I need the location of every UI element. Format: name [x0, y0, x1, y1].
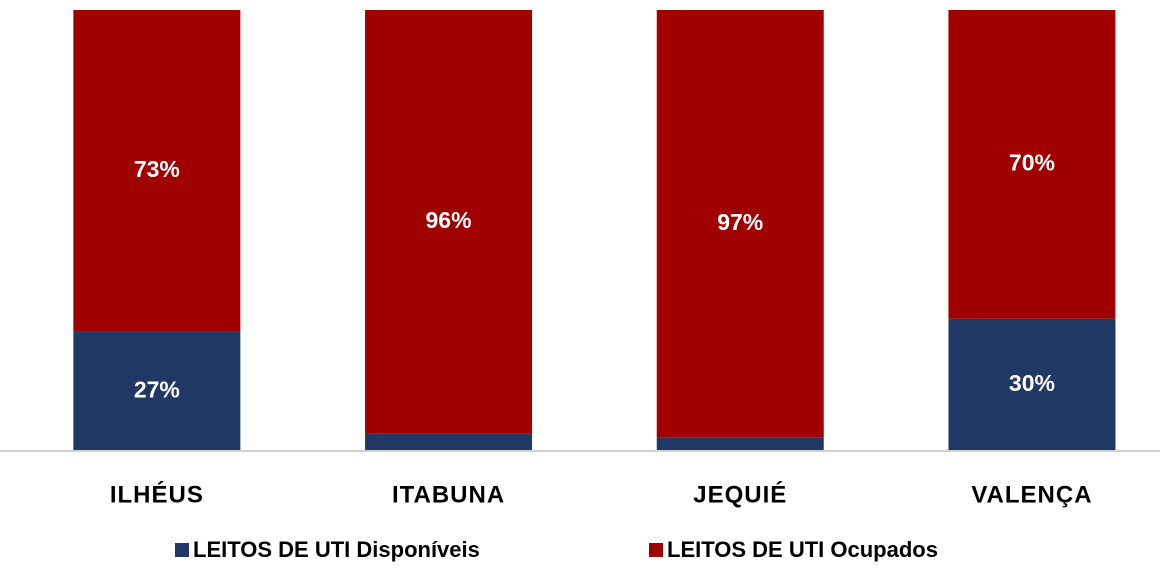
x-tick-label: VALENÇA	[971, 481, 1092, 508]
legend-swatch	[649, 543, 663, 557]
x-tick-label: JEQUIÉ	[693, 480, 787, 508]
data-label: 97%	[717, 209, 763, 235]
bar-segment	[73, 10, 241, 332]
bar-segment	[948, 10, 1116, 319]
bar-segment	[365, 10, 533, 434]
bar-segment	[656, 10, 824, 438]
bar-segment	[948, 318, 1116, 451]
bar-segment	[73, 331, 241, 451]
x-tick-label: ITABUNA	[392, 481, 505, 508]
data-label: 70%	[1009, 149, 1055, 175]
legend-label: LEITOS DE UTI Disponíveis	[193, 537, 480, 562]
data-label: 30%	[1009, 370, 1055, 396]
bar-segment	[656, 437, 824, 451]
legend-swatch	[175, 543, 189, 557]
bar-segment	[365, 433, 533, 451]
legend-label: LEITOS DE UTI Ocupados	[667, 537, 938, 562]
data-label: 73%	[134, 156, 180, 182]
data-label: 96%	[426, 207, 472, 233]
data-label: 27%	[134, 377, 180, 403]
x-tick-label: ILHÉUS	[110, 480, 204, 508]
